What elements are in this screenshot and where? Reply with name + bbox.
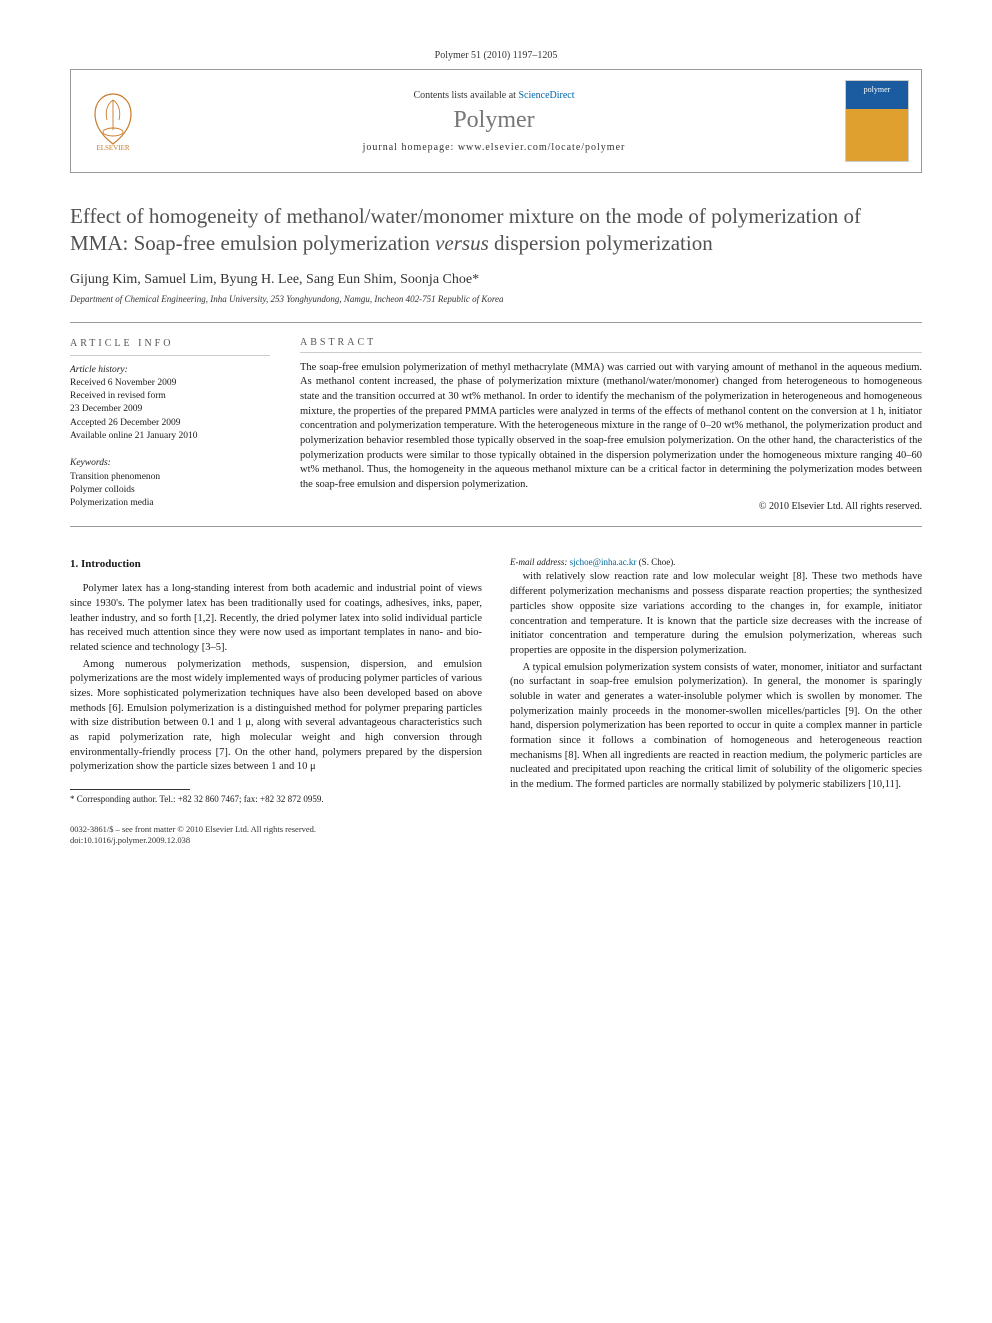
authors-line: Gijung Kim, Samuel Lim, Byung H. Lee, Sa… <box>70 272 922 288</box>
section-1-heading: 1. Introduction <box>70 557 482 572</box>
keyword-2: Polymer colloids <box>70 484 270 497</box>
affiliation: Department of Chemical Engineering, Inha… <box>70 294 922 304</box>
abstract-text: The soap-free emulsion polymerization of… <box>300 361 922 493</box>
revised-date-l2: 23 December 2009 <box>70 403 270 416</box>
online-date: Available online 21 January 2010 <box>70 430 270 443</box>
footnote-separator <box>70 789 190 790</box>
body-para-2: Among numerous polymerization methods, s… <box>70 658 482 776</box>
issn-line: 0032-3861/$ – see front matter © 2010 El… <box>70 824 922 835</box>
abstract-heading: ABSTRACT <box>300 337 922 353</box>
author-email-link[interactable]: sjchoe@inha.ac.kr <box>570 557 637 567</box>
accepted-date: Accepted 26 December 2009 <box>70 417 270 430</box>
contents-available: Contents lists available at ScienceDirec… <box>157 90 831 101</box>
journal-homepage: journal homepage: www.elsevier.com/locat… <box>157 142 831 153</box>
history-label: Article history: <box>70 364 270 377</box>
sciencedirect-link[interactable]: ScienceDirect <box>518 90 574 101</box>
svg-text:ELSEVIER: ELSEVIER <box>96 144 129 152</box>
body-text: 1. Introduction Polymer latex has a long… <box>70 557 922 806</box>
keyword-3: Polymerization media <box>70 497 270 510</box>
journal-cover-thumbnail <box>845 80 909 162</box>
bottom-metadata: 0032-3861/$ – see front matter © 2010 El… <box>70 824 922 846</box>
received-date: Received 6 November 2009 <box>70 377 270 390</box>
elsevier-logo: ELSEVIER <box>83 88 143 154</box>
article-info-heading: ARTICLE INFO <box>70 337 270 356</box>
keywords-label: Keywords: <box>70 457 270 470</box>
abstract-copyright: © 2010 Elsevier Ltd. All rights reserved… <box>300 501 922 512</box>
corresponding-author-footnote: * Corresponding author. Tel.: +82 32 860… <box>70 794 482 806</box>
revised-date-l1: Received in revised form <box>70 390 270 403</box>
email-footnote: E-mail address: sjchoe@inha.ac.kr (S. Ch… <box>510 557 922 569</box>
body-para-4: A typical emulsion polymerization system… <box>510 661 922 793</box>
article-info-block: ARTICLE INFO Article history: Received 6… <box>70 337 270 512</box>
journal-name: Polymer <box>157 107 831 134</box>
keyword-1: Transition phenomenon <box>70 471 270 484</box>
article-title: Effect of homogeneity of methanol/water/… <box>70 203 922 258</box>
doi-line: doi:10.1016/j.polymer.2009.12.038 <box>70 835 922 846</box>
body-para-3: with relatively slow reaction rate and l… <box>510 570 922 658</box>
journal-header: ELSEVIER Contents lists available at Sci… <box>70 69 922 173</box>
abstract-block: ABSTRACT The soap-free emulsion polymeri… <box>300 337 922 512</box>
citation-line: Polymer 51 (2010) 1197–1205 <box>70 50 922 61</box>
body-para-1: Polymer latex has a long-standing intere… <box>70 582 482 655</box>
